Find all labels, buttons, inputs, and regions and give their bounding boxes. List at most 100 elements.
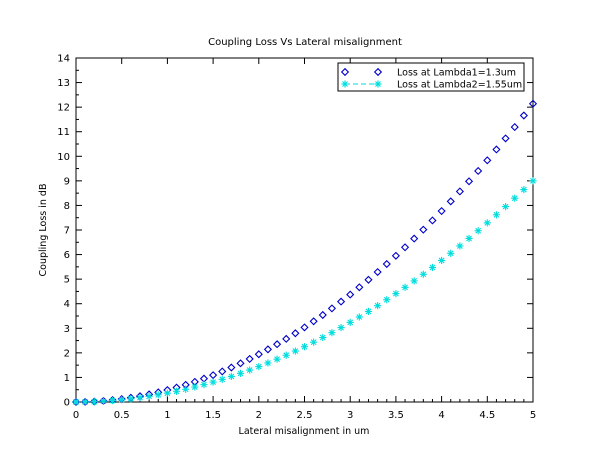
x-tick-label: 5 [530, 410, 536, 421]
data-point [127, 395, 135, 403]
data-point [428, 216, 437, 225]
data-point [327, 304, 336, 313]
data-point [154, 391, 162, 399]
data-point [428, 263, 437, 272]
data-point [310, 338, 318, 346]
y-tick-label: 12 [57, 103, 70, 114]
data-point [300, 343, 309, 351]
x-tick-label: 2 [256, 410, 262, 421]
data-point [282, 334, 291, 343]
data-point [400, 243, 410, 252]
data-point [227, 363, 236, 372]
data-point [465, 234, 473, 243]
data-point [446, 197, 455, 206]
y-tick-label: 14 [57, 54, 70, 65]
data-point [264, 359, 272, 367]
x-tick-label: 4 [438, 410, 444, 421]
data-point [355, 313, 363, 321]
y-tick-label: 8 [64, 201, 70, 212]
x-tick-label: 1 [164, 410, 170, 421]
data-point [438, 256, 446, 265]
data-point [410, 277, 418, 285]
data-point [90, 398, 98, 406]
data-point [291, 329, 300, 338]
data-point [99, 397, 108, 405]
data-point [328, 329, 336, 337]
data-point [455, 187, 464, 196]
data-point [209, 371, 218, 380]
data-point [191, 383, 199, 391]
data-point [81, 398, 89, 406]
x-tick-label: 1.5 [205, 410, 221, 421]
data-point [364, 275, 373, 284]
data-point [282, 351, 290, 359]
data-point [118, 396, 126, 404]
data-point [501, 203, 510, 211]
data-point [383, 296, 391, 304]
data-point [200, 381, 208, 389]
x-tick-label: 0 [73, 410, 79, 421]
data-point [419, 225, 428, 234]
data-point [263, 345, 273, 354]
data-point [510, 122, 519, 132]
data-point [483, 219, 491, 227]
plot-area [71, 99, 538, 407]
data-point [254, 350, 263, 359]
data-point [373, 267, 382, 277]
data-point [209, 378, 217, 386]
data-point [519, 111, 528, 120]
legend-marker-2b [374, 80, 382, 88]
x-tick-label: 2.5 [297, 410, 313, 421]
y-tick-label: 6 [64, 250, 70, 261]
data-point [236, 369, 245, 377]
data-point [218, 375, 226, 383]
data-point [337, 323, 345, 332]
series-2 [72, 177, 537, 406]
legend-marker-1b [373, 67, 383, 77]
data-point [172, 387, 181, 395]
chart-title: Coupling Loss Vs Lateral misalignment [208, 37, 402, 48]
data-point [392, 290, 400, 298]
y-tick-label: 7 [64, 226, 70, 237]
data-point [364, 307, 373, 316]
data-point [501, 134, 510, 143]
legend-label-1: Loss at Lambda1=1.3um [397, 68, 516, 79]
y-tick-label: 1 [64, 373, 70, 384]
data-point [309, 317, 318, 326]
data-point [464, 177, 474, 186]
data-point [382, 259, 391, 269]
x-tick-label: 3 [347, 410, 353, 421]
x-axis: 0 0.5 1 1.5 2 2.5 3 3.5 4 4.5 5 [73, 58, 536, 421]
data-point [199, 374, 209, 383]
data-point [218, 367, 227, 376]
data-point [374, 302, 382, 310]
x-tick-label: 3.5 [388, 410, 404, 421]
y-tick-label: 4 [64, 299, 70, 310]
y-tick-label: 13 [57, 78, 70, 89]
y-tick-label: 0 [64, 398, 70, 409]
data-point [300, 323, 309, 332]
data-point [336, 297, 346, 306]
data-point [145, 392, 153, 400]
series-1 [71, 99, 538, 407]
legend-marker-1 [340, 67, 350, 77]
data-point [255, 363, 263, 371]
data-point [474, 227, 482, 235]
data-point [520, 186, 528, 194]
data-point [246, 366, 254, 374]
x-tick-label: 0.5 [114, 410, 130, 421]
plot-frame [75, 57, 534, 403]
data-point [136, 394, 144, 402]
data-point [346, 290, 355, 299]
data-point [291, 347, 299, 355]
y-tick-label: 2 [64, 348, 70, 359]
y-tick-label: 9 [64, 176, 70, 187]
x-tick-label: 4.5 [479, 410, 495, 421]
data-point [236, 359, 245, 368]
legend-label-2: Loss at Lambda2=1.55um [397, 80, 522, 91]
data-point [319, 333, 327, 342]
data-point [227, 372, 235, 381]
